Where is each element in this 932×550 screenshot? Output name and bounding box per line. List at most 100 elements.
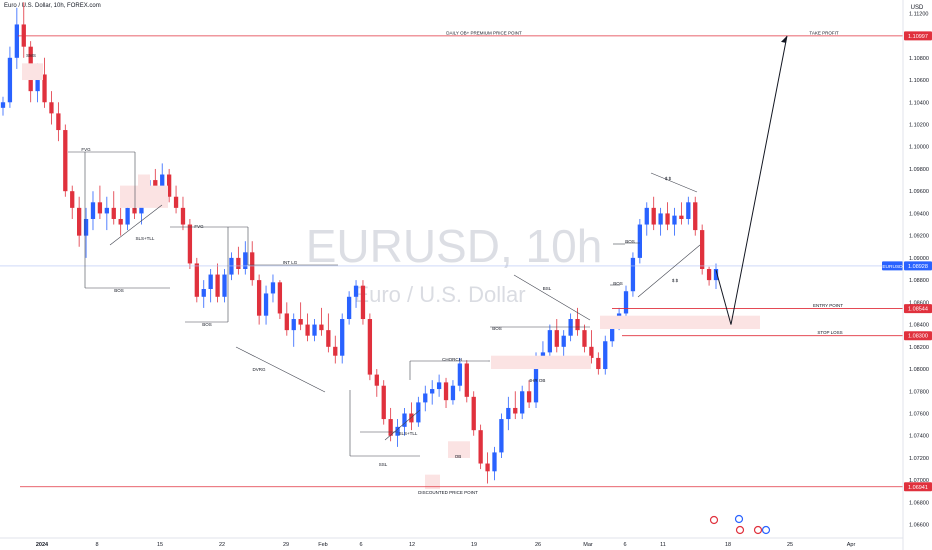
price-tick-label: 1.09400	[909, 211, 929, 217]
event-marker-icon	[735, 525, 745, 535]
annotation-label: BSL	[543, 286, 552, 291]
price-tick-label: 1.08800	[909, 278, 929, 284]
candle-body	[658, 213, 663, 225]
candle-body	[402, 413, 407, 427]
candle-body	[485, 463, 490, 472]
candle-body	[104, 207, 109, 214]
candle-body	[90, 202, 96, 219]
candle-body	[63, 130, 68, 192]
candle-body	[76, 207, 82, 236]
candle-body	[561, 335, 566, 347]
time-tick-label: 18	[725, 542, 731, 548]
candle-body	[201, 289, 206, 297]
level-label: TAKE PROFIT	[809, 30, 838, 35]
level-label: STOP LOSS	[817, 330, 842, 335]
current-price-tag: 1.08928	[908, 264, 928, 270]
candle-body	[118, 218, 123, 225]
trend-line	[637, 244, 701, 298]
price-tag: 1.08300	[908, 334, 928, 340]
candle-body	[623, 291, 629, 314]
price-tick-label: 1.07400	[909, 434, 929, 440]
time-tick-label: 8	[95, 542, 98, 548]
price-tick-label: 1.08400	[909, 323, 929, 329]
annotation-label: BOS	[114, 288, 124, 293]
annotation-label: SMS	[26, 53, 36, 58]
price-tag-bg	[904, 31, 932, 41]
candle-body	[492, 452, 497, 472]
price-axis-bg	[903, 0, 932, 550]
trend-line	[384, 409, 421, 441]
candle-body	[42, 74, 47, 103]
candle-body	[250, 252, 255, 281]
candle-body	[256, 280, 262, 316]
candle-body	[603, 341, 608, 370]
watermark-symbol: EURUSD, 10h	[306, 220, 603, 272]
level-label: DISCOUNTED PRICE POINT	[418, 490, 478, 495]
price-tick-label: 1.11200	[909, 11, 928, 17]
candle-body	[70, 191, 75, 208]
candle-body	[471, 396, 476, 431]
annotation-label: BOS	[492, 326, 502, 331]
candle-body	[367, 319, 373, 375]
candle-body	[554, 330, 559, 347]
candle-body	[520, 391, 525, 414]
candle-body	[610, 324, 615, 342]
candle-body	[665, 213, 670, 225]
candle-body	[49, 102, 54, 114]
annotation-label: $ $	[672, 278, 679, 283]
event-marker-icon	[761, 525, 771, 535]
time-tick-label: Mar	[583, 542, 593, 548]
time-axis[interactable]: 2024 8 15 22 29 Feb 6 12 19 26 Mar 6 11 18 25 Apr	[0, 537, 903, 548]
candle-body	[14, 24, 19, 58]
candle-body	[291, 319, 296, 331]
annotation-label: SLS+TLL	[399, 431, 418, 436]
candle-body	[208, 274, 213, 290]
candle-body	[506, 407, 511, 420]
trend-line	[650, 172, 698, 193]
time-tick-label: 22	[219, 542, 225, 548]
annotation-label: 4HR OB	[529, 378, 546, 383]
annotation-label: DVRG	[252, 367, 266, 372]
price-tick-label: 1.10400	[909, 100, 929, 106]
annotation-label: FVG	[81, 147, 91, 152]
time-tick-label: 2024	[36, 542, 49, 548]
zone	[425, 474, 440, 490]
price-tag-bg	[904, 304, 932, 314]
time-tick-label: 11	[660, 542, 666, 548]
price-axis[interactable]: USD1.112001.110001.108001.106001.104001.…	[902, 0, 932, 550]
candle-body	[443, 382, 449, 401]
candle-body	[686, 202, 691, 219]
candle-body	[83, 218, 89, 236]
level-label: DAILY OB+ PREMIUM PRICE POINT	[446, 30, 522, 35]
candle-body	[263, 293, 269, 316]
trend-line	[109, 204, 163, 246]
candle-body	[125, 207, 130, 225]
price-tick-label: 1.09800	[909, 167, 929, 173]
price-tick-label: 1.09600	[909, 189, 929, 195]
candle-body	[340, 319, 345, 356]
trend-line	[235, 346, 326, 393]
candle-body	[187, 224, 193, 264]
candle-body	[381, 385, 386, 420]
candle-body	[236, 257, 241, 269]
candle-body	[388, 419, 393, 436]
time-tick-label: 6	[359, 542, 362, 548]
time-tick-label: 19	[471, 542, 477, 548]
candle-body	[395, 426, 400, 436]
annotation-label: INT LG	[283, 260, 298, 265]
candle-body	[637, 224, 643, 258]
price-tick-label: 1.07200	[909, 456, 929, 462]
price-tick-label: 1.07600	[909, 412, 929, 418]
candle-body	[700, 230, 705, 269]
price-tick-label: 1.10200	[909, 122, 929, 128]
candle-body	[430, 389, 435, 394]
time-tick-label: 15	[157, 542, 163, 548]
candle-body	[215, 274, 220, 297]
price-tick-label: 1.06600	[909, 523, 929, 529]
candle-body	[423, 393, 428, 403]
candle-body	[97, 202, 103, 214]
price-tick-label: 1.10600	[909, 78, 929, 84]
candle-body	[166, 174, 172, 197]
candle-body	[513, 407, 518, 414]
